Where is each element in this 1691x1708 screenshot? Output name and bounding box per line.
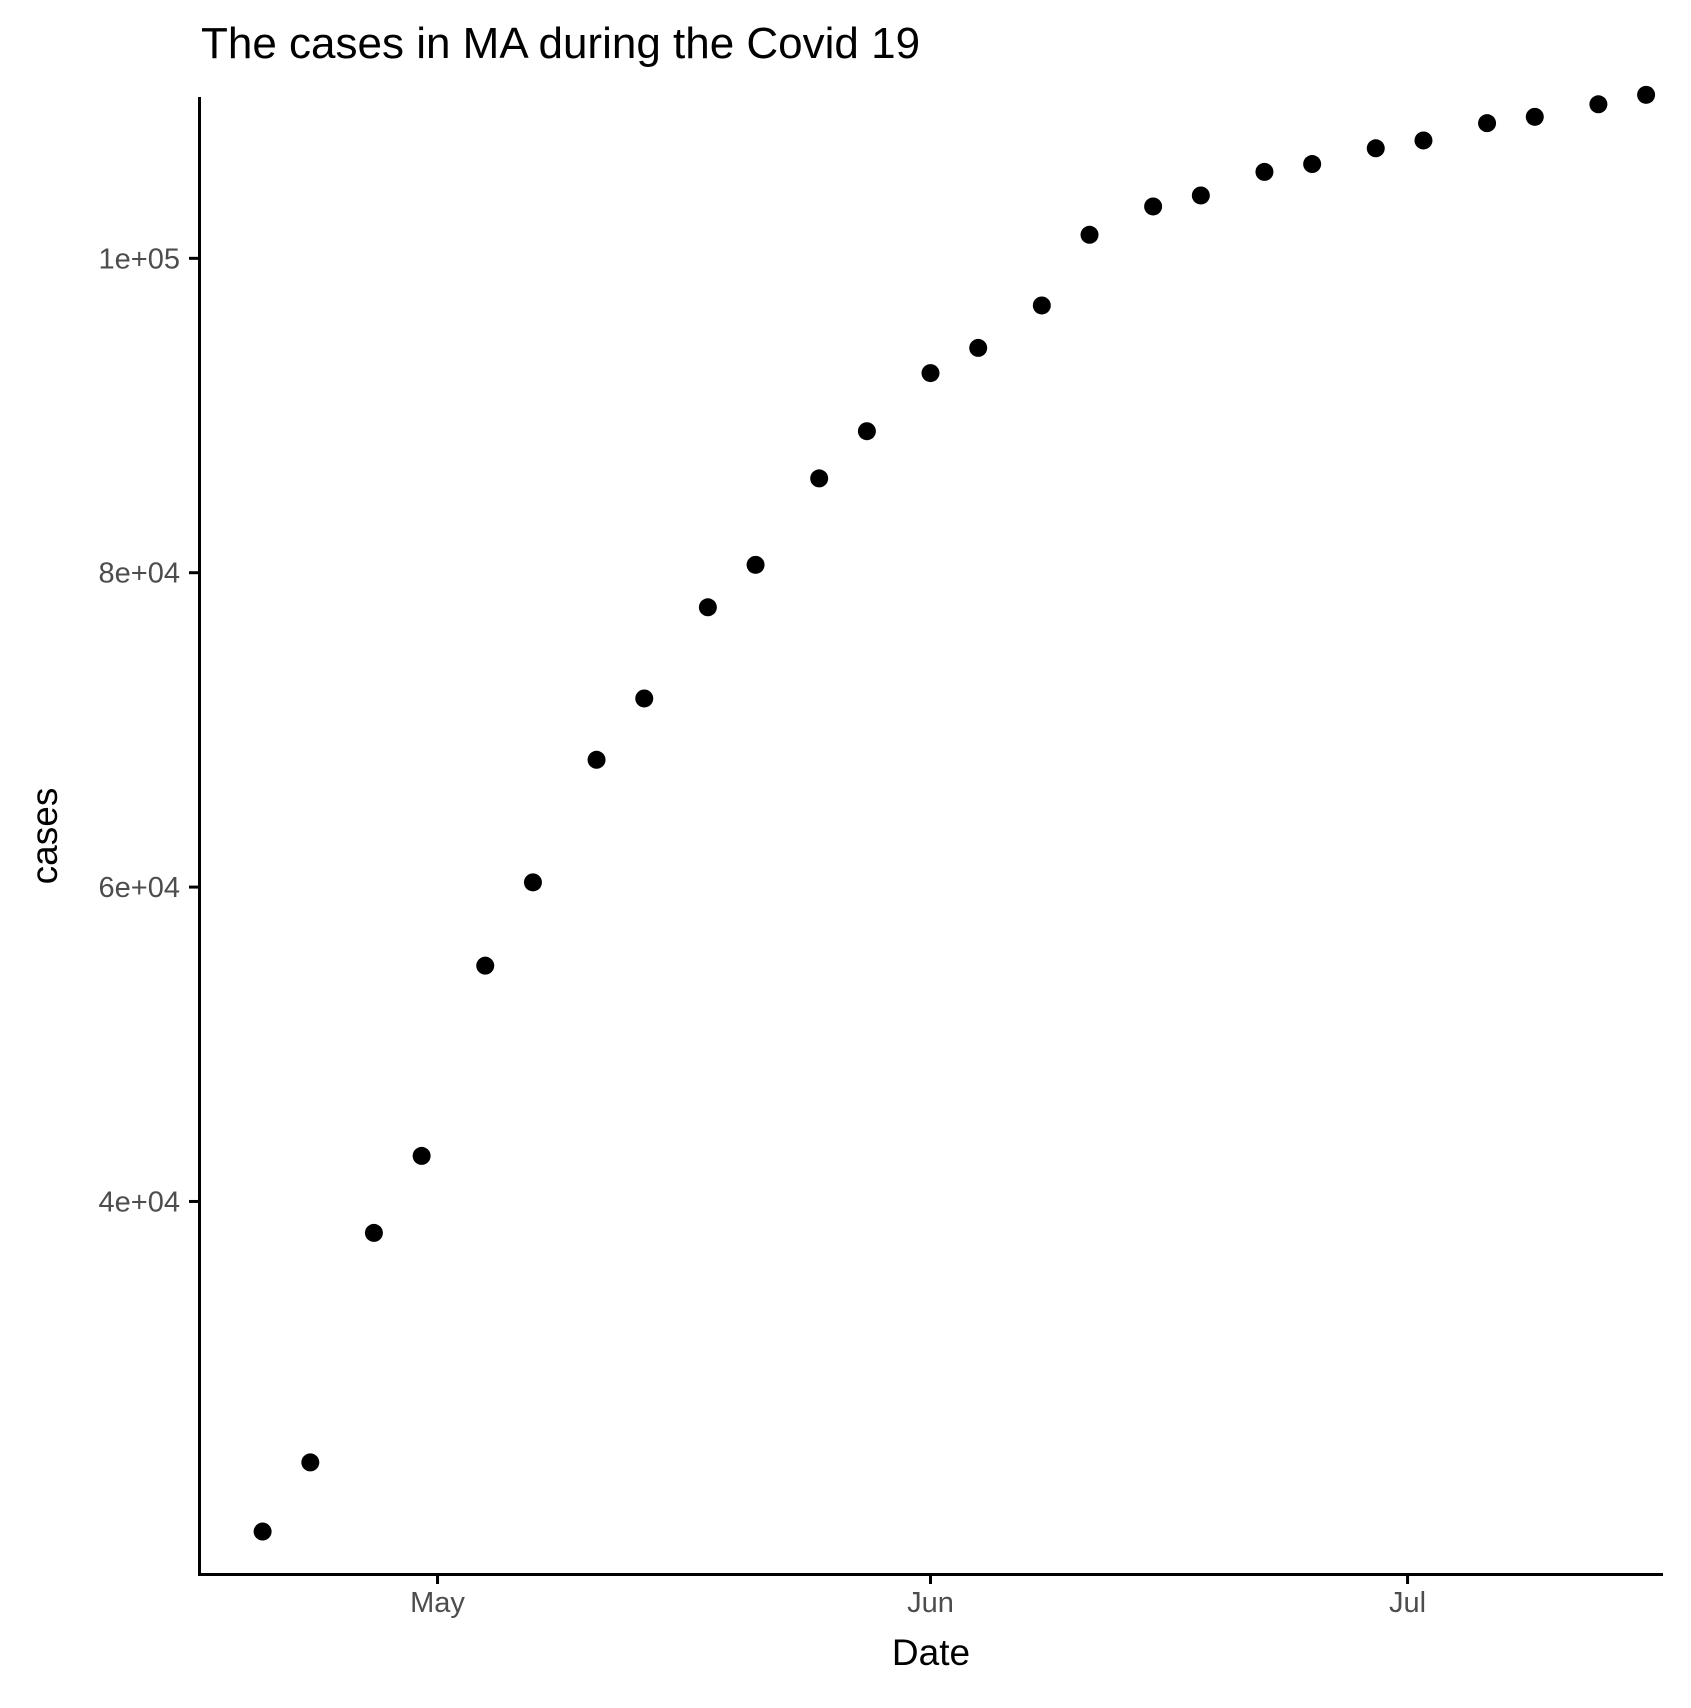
data-point bbox=[1589, 95, 1608, 114]
y-tick-label: 4e+04 bbox=[99, 1186, 180, 1218]
y-tick-label: 1e+05 bbox=[99, 243, 180, 275]
data-point bbox=[1525, 107, 1544, 126]
x-axis-ticks: May Jun Jul bbox=[410, 1574, 1426, 1619]
data-point bbox=[1414, 131, 1433, 150]
data-point bbox=[1366, 139, 1385, 158]
data-point bbox=[1303, 155, 1322, 174]
data-point bbox=[364, 1223, 383, 1242]
y-axis-label: cases bbox=[24, 788, 65, 885]
data-point bbox=[698, 598, 717, 617]
x-tick-label: Jun bbox=[907, 1587, 954, 1619]
y-tick-label: 6e+04 bbox=[99, 872, 180, 904]
data-point bbox=[969, 338, 988, 357]
data-point bbox=[412, 1146, 431, 1165]
data-point bbox=[476, 956, 495, 975]
data-point bbox=[1255, 162, 1274, 181]
data-point bbox=[857, 422, 876, 441]
x-tick-label: May bbox=[410, 1587, 465, 1619]
data-point bbox=[523, 873, 542, 892]
data-point bbox=[301, 1453, 320, 1472]
data-point bbox=[1191, 186, 1210, 205]
x-axis-label: Date bbox=[892, 1632, 970, 1673]
x-tick-label: Jul bbox=[1389, 1587, 1426, 1619]
data-point bbox=[746, 555, 765, 574]
data-point bbox=[253, 1522, 272, 1541]
plot-area: 4e+04 6e+04 8e+04 1e+05 May Jun Jul bbox=[99, 85, 1663, 1619]
chart-title: The cases in MA during the Covid 19 bbox=[201, 19, 920, 68]
data-point bbox=[1032, 296, 1051, 315]
data-points bbox=[253, 85, 1656, 1541]
data-point bbox=[1478, 114, 1497, 133]
data-point bbox=[1637, 85, 1656, 104]
data-point bbox=[587, 750, 606, 769]
data-point bbox=[1080, 225, 1099, 244]
data-point bbox=[921, 364, 940, 383]
y-tick-label: 8e+04 bbox=[99, 558, 180, 590]
data-point bbox=[1144, 197, 1163, 216]
data-point bbox=[810, 469, 829, 488]
data-point bbox=[635, 689, 654, 708]
y-axis-ticks: 4e+04 6e+04 8e+04 1e+05 bbox=[99, 243, 199, 1218]
